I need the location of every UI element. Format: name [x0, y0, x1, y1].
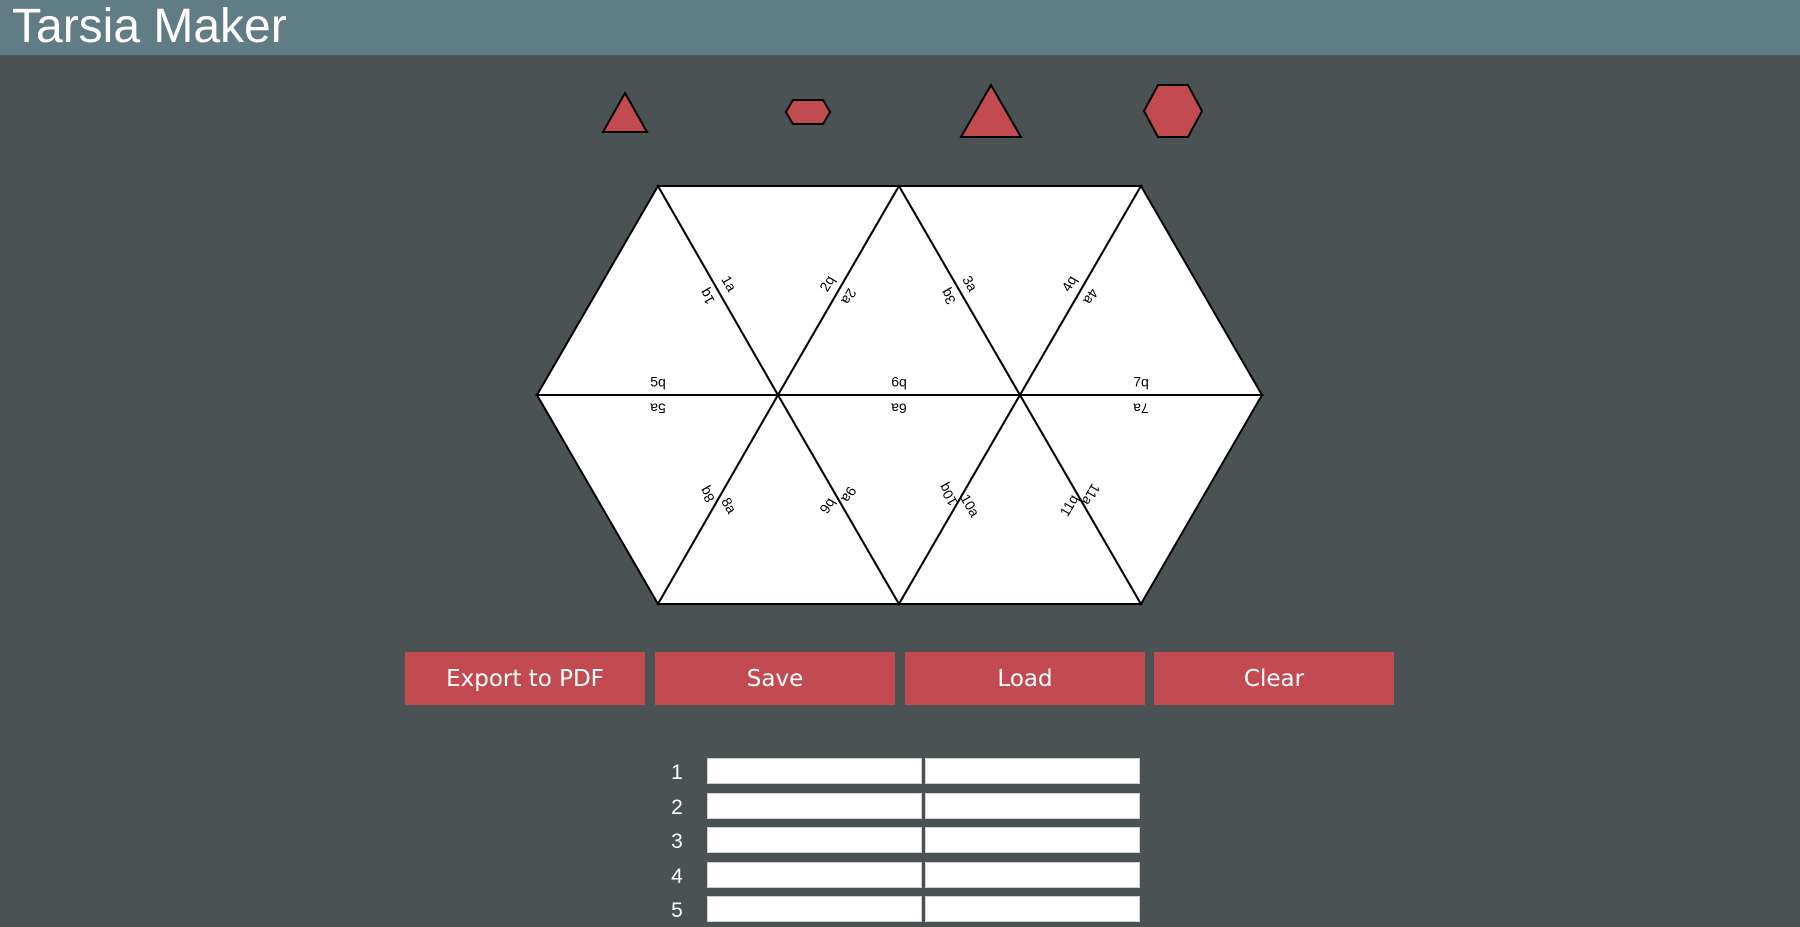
pair-number: 1	[671, 761, 683, 784]
edge-label: 6q	[891, 374, 907, 390]
edge-label: 7a	[1133, 400, 1149, 416]
pair-row: 2	[660, 792, 1140, 824]
action-toolbar: Export to PDF Save Load Clear	[405, 652, 1395, 705]
edge-label: 8q	[696, 484, 718, 505]
edge-label: 4q	[1058, 273, 1080, 294]
edge-label: 1q	[696, 286, 718, 307]
answer-input[interactable]	[925, 862, 1140, 888]
edge-label: 2q	[816, 273, 838, 294]
edge-label: 3q	[937, 286, 959, 307]
edge-label: 3a	[959, 273, 981, 295]
edge-label: 5a	[650, 400, 666, 416]
pair-number: 4	[671, 865, 683, 888]
small-triangle-shape-icon[interactable]	[600, 90, 650, 135]
answer-input[interactable]	[925, 758, 1140, 784]
pair-number: 3	[671, 830, 683, 853]
clear-button[interactable]: Clear	[1154, 652, 1394, 705]
app-title: Tarsia Maker	[12, 0, 287, 53]
puzzle-triangle[interactable]	[1018, 394, 1264, 606]
edge-label: 4a	[1080, 286, 1102, 308]
question-input[interactable]	[707, 758, 922, 784]
pair-row: 1	[660, 757, 1140, 789]
edge-label: 1a	[718, 273, 740, 295]
shape-picker	[0, 75, 1800, 150]
small-hexagon-shape-icon[interactable]	[783, 97, 833, 127]
large-triangle-shape-icon[interactable]	[958, 82, 1024, 140]
load-button[interactable]: Load	[905, 652, 1145, 705]
pair-number: 2	[671, 796, 683, 819]
edge-label: 7q	[1133, 374, 1149, 390]
edge-label: 9a	[838, 484, 860, 506]
export-pdf-button[interactable]: Export to PDF	[405, 652, 645, 705]
question-input[interactable]	[707, 793, 922, 819]
large-hexagon-shape-icon[interactable]	[1141, 82, 1205, 140]
puzzle-svg: 1q 1a 2q 2a 3q 3a 4q 4a 5q 5a 6q 6a 7q 7…	[535, 183, 1264, 607]
edge-label: 5q	[650, 374, 666, 390]
pair-row: 4	[660, 861, 1140, 893]
save-button[interactable]: Save	[655, 652, 895, 705]
edge-label: 2a	[838, 286, 860, 308]
question-input[interactable]	[707, 827, 922, 853]
edge-label: 8a	[718, 495, 740, 517]
pair-row: 3	[660, 826, 1140, 858]
edge-label: 6a	[891, 400, 907, 416]
puzzle-board: 1q 1a 2q 2a 3q 3a 4q 4a 5q 5a 6q 6a 7q 7…	[520, 175, 1280, 615]
answer-input[interactable]	[925, 793, 1140, 819]
edge-label: 9q	[816, 495, 838, 516]
answer-input[interactable]	[925, 827, 1140, 853]
app-header: Tarsia Maker	[0, 0, 1800, 55]
question-input[interactable]	[707, 862, 922, 888]
